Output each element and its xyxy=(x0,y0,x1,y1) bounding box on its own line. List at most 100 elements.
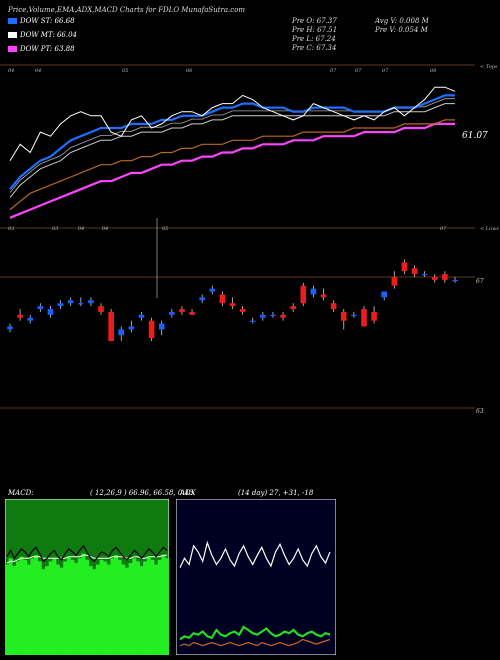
legend-label-st: DOW ST: 66.68 xyxy=(20,17,75,25)
macd-params: ( 12,26,9 ) 66.96, 66.58, 0.43 xyxy=(90,489,194,497)
ema-date-label: 07 xyxy=(330,68,337,74)
candle-body xyxy=(260,314,266,318)
price-level-label-67: 67 xyxy=(476,278,484,285)
candle-body xyxy=(47,309,54,315)
legend-dow-st: DOW ST: 66.68 xyxy=(8,17,75,25)
close-price-line xyxy=(9,86,456,161)
macd-histogram-bar xyxy=(59,567,64,655)
macd-histogram-bar xyxy=(77,558,82,655)
candle-body xyxy=(98,306,104,312)
legend-dow-pt: DOW PT: 63.88 xyxy=(8,45,75,53)
macd-histogram-bar xyxy=(132,558,137,655)
macd-histogram-bar xyxy=(8,558,13,655)
ema-lt-line xyxy=(9,119,455,211)
macd-histogram-bar xyxy=(114,555,119,655)
legend-swatch-mt xyxy=(8,32,17,38)
candle-body xyxy=(290,306,296,310)
candle-body xyxy=(411,268,418,275)
macd-histogram-bar xyxy=(165,558,169,655)
macd-histogram-bar xyxy=(121,564,126,655)
legend-swatch-pt xyxy=(8,46,17,52)
macd-histogram-bar xyxy=(37,561,42,655)
legend-swatch-st xyxy=(8,18,17,24)
candle-body xyxy=(209,288,216,292)
info-open: Pre O: 67.37 xyxy=(292,17,337,25)
macd-histogram-bar xyxy=(154,564,159,655)
candle-body xyxy=(300,285,307,304)
macd-histogram-bar xyxy=(81,553,86,655)
candle-body xyxy=(27,317,34,321)
legend-label-mt: DOW MT: 66.04 xyxy=(20,31,77,39)
legend-dow-mt: DOW MT: 66.04 xyxy=(8,31,77,39)
macd-histogram-bar xyxy=(74,562,79,655)
ema-date-label: 04 xyxy=(35,68,41,74)
macd-histogram-bar xyxy=(5,564,9,655)
macd-histogram-bar xyxy=(92,569,97,655)
candle-body xyxy=(310,288,317,295)
macd-label: MACD: xyxy=(8,489,34,497)
candle-body xyxy=(169,311,175,315)
macd-histogram-bar xyxy=(95,564,100,655)
adx-line xyxy=(179,638,331,647)
candle-body xyxy=(158,323,165,330)
macd-histogram-bar xyxy=(103,561,108,655)
macd-histogram-bar xyxy=(99,559,104,655)
macd-histogram-bar xyxy=(135,561,140,655)
macd-histogram-bar xyxy=(52,558,57,655)
ema-price-label: 61.07 xyxy=(462,131,488,141)
ema-date-label: 08 xyxy=(430,68,436,74)
candle-body xyxy=(7,326,13,330)
price-date-label: 04 xyxy=(102,226,108,232)
candle-body xyxy=(391,277,398,286)
candle-body xyxy=(431,277,438,280)
macd-histogram-bar xyxy=(106,564,111,655)
macd-histogram-bar xyxy=(110,558,115,655)
candle-body xyxy=(442,274,448,280)
candle-body xyxy=(57,303,64,307)
macd-histogram-bar xyxy=(117,559,122,655)
candle-body xyxy=(249,320,256,322)
macd-signal-line xyxy=(6,554,167,564)
price-date-label: 05 xyxy=(162,226,168,232)
macd-histogram-bar xyxy=(63,561,68,655)
info-prev-volume: Pre V: 0.054 M xyxy=(375,26,428,34)
candle-body xyxy=(138,314,145,318)
chart-title: Price,Volume,EMA,ADX,MACD Charts for FDL… xyxy=(8,6,246,14)
info-high: Pre H: 67.51 xyxy=(292,26,338,34)
macd-histogram-bar xyxy=(26,564,31,655)
candle-body xyxy=(108,311,114,342)
macd-histogram-bar xyxy=(30,558,35,655)
candle-body xyxy=(219,294,226,304)
macd-histogram-bar xyxy=(139,566,144,655)
ema-date-label: 07 xyxy=(355,68,362,74)
ema-date-label: 05 xyxy=(122,68,128,74)
adx-background xyxy=(176,499,336,655)
macd-histogram-bar xyxy=(15,561,20,655)
candle-body xyxy=(199,297,205,301)
adx-params: (14 day) 27, +31, -18 xyxy=(238,489,314,497)
price-date-label: 04 xyxy=(78,226,84,232)
candle-body xyxy=(401,262,408,272)
macd-histogram-bar xyxy=(23,559,28,655)
macd-line xyxy=(6,544,168,563)
candle-body xyxy=(148,320,155,339)
candle-body xyxy=(421,274,428,276)
macd-histogram-bar xyxy=(128,562,133,655)
macd-histogram-bar xyxy=(48,561,53,655)
macd-histogram-bar xyxy=(150,559,155,655)
ema-panel-corner-label: < Tops xyxy=(480,64,498,70)
candle-body xyxy=(371,311,377,321)
ema-st-line xyxy=(9,94,455,190)
macd-histogram-bar xyxy=(143,561,148,655)
price-date-label: 03 xyxy=(52,226,58,232)
candle-body xyxy=(330,303,337,310)
info-close: Pre C: 67.34 xyxy=(292,44,337,52)
candle-body xyxy=(340,311,347,321)
candle-body xyxy=(239,309,246,312)
macd-histogram-bar xyxy=(157,559,162,655)
macd-histogram-bar xyxy=(19,556,24,655)
candle-body xyxy=(37,306,44,310)
price-date-label: 07 xyxy=(440,226,447,232)
candle-body xyxy=(320,294,327,298)
ema-date-label: 04 xyxy=(8,68,14,74)
